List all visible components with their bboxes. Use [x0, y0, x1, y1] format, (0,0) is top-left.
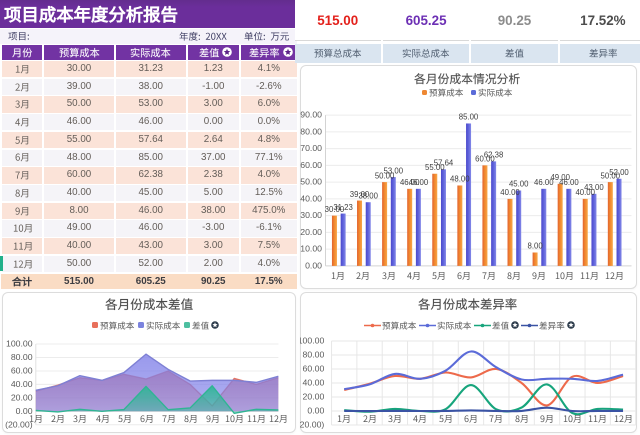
svg-text:50.00: 50.00 — [374, 171, 394, 180]
svg-text:(20.00): (20.00) — [5, 419, 33, 429]
svg-text:62.38: 62.38 — [483, 150, 503, 159]
svg-text:50.00: 50.00 — [600, 171, 620, 180]
svg-text:60.00: 60.00 — [10, 366, 32, 376]
svg-text:85.00: 85.00 — [458, 112, 478, 121]
svg-text:40.00: 40.00 — [10, 379, 32, 389]
svg-text:90.00: 90.00 — [300, 109, 322, 119]
svg-text:46.00: 46.00 — [534, 178, 554, 187]
svg-text:0.00: 0.00 — [305, 260, 322, 270]
svg-text:30.00: 30.00 — [324, 204, 344, 213]
svg-text:43.00: 43.00 — [584, 183, 604, 192]
svg-text:80.00: 80.00 — [300, 126, 322, 136]
svg-text:100.00: 100.00 — [300, 336, 324, 346]
svg-text:49.00: 49.00 — [550, 173, 570, 182]
svg-text:45.00: 45.00 — [508, 179, 528, 188]
svg-text:70.00: 70.00 — [300, 143, 322, 153]
svg-text:50.00: 50.00 — [300, 176, 322, 186]
svg-text:20.00: 20.00 — [303, 392, 325, 402]
svg-text:30.00: 30.00 — [300, 210, 322, 220]
svg-text:57.64: 57.64 — [433, 158, 453, 167]
svg-text:48.00: 48.00 — [450, 174, 470, 183]
svg-text:40.00: 40.00 — [303, 378, 325, 388]
svg-text:80.00: 80.00 — [10, 352, 32, 362]
svg-text:55.00: 55.00 — [425, 162, 445, 171]
svg-text:100.00: 100.00 — [6, 339, 33, 349]
svg-text:38.00: 38.00 — [358, 191, 378, 200]
svg-text:80.00: 80.00 — [303, 350, 325, 360]
svg-text:60.00: 60.00 — [475, 154, 495, 163]
svg-text:10.00: 10.00 — [300, 243, 322, 253]
svg-text:46.00: 46.00 — [408, 178, 428, 187]
svg-text:(20.00): (20.00) — [300, 420, 324, 430]
svg-text:60.00: 60.00 — [300, 159, 322, 169]
svg-text:53.00: 53.00 — [383, 166, 403, 175]
svg-text:40.00: 40.00 — [300, 193, 322, 203]
svg-text:40.00: 40.00 — [500, 188, 520, 197]
svg-text:31.23: 31.23 — [333, 202, 353, 211]
svg-text:52.00: 52.00 — [609, 167, 629, 176]
svg-text:39.00: 39.00 — [349, 189, 369, 198]
svg-text:46.00: 46.00 — [559, 178, 579, 187]
svg-text:20.00: 20.00 — [300, 226, 322, 236]
svg-text:0.00: 0.00 — [15, 406, 32, 416]
svg-text:46.00: 46.00 — [399, 178, 419, 187]
svg-text:8.00: 8.00 — [527, 241, 543, 250]
svg-text:20.00: 20.00 — [10, 392, 32, 402]
svg-text:0.00: 0.00 — [307, 406, 324, 416]
svg-text:60.00: 60.00 — [303, 364, 325, 374]
svg-text:40.00: 40.00 — [575, 188, 595, 197]
